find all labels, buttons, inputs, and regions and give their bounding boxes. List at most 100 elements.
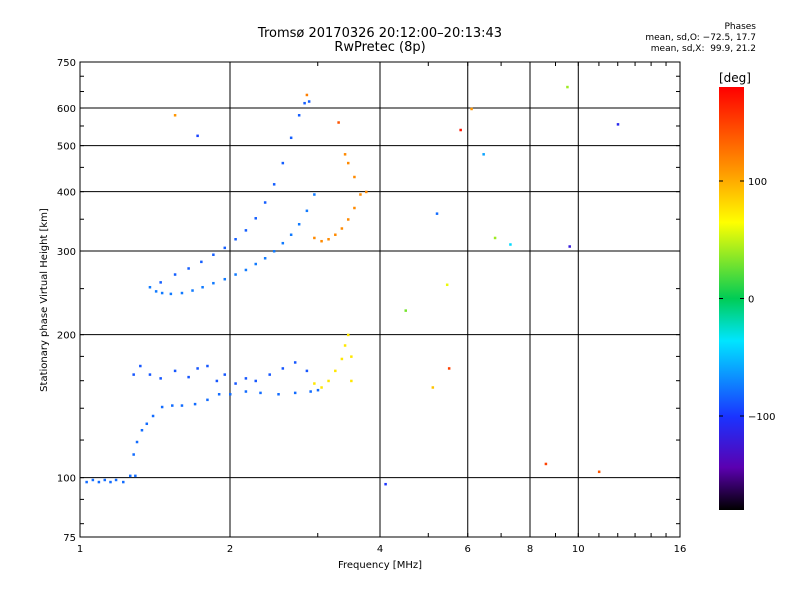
data-point (215, 379, 219, 383)
data-point (289, 233, 293, 237)
data-point (254, 262, 257, 266)
data-point (200, 260, 203, 264)
data-point (346, 333, 350, 337)
data-point (180, 291, 184, 295)
data-point (435, 212, 439, 215)
data-point (223, 246, 227, 250)
data-point (445, 283, 449, 287)
data-point (289, 136, 293, 140)
y-tick-label: 400 (57, 188, 76, 199)
data-point (459, 128, 462, 132)
phases-heading: Phases (724, 22, 756, 32)
data-point (313, 382, 316, 385)
data-point (447, 367, 451, 370)
data-point (493, 236, 497, 240)
x-tick-label: 10 (572, 544, 585, 555)
data-point (277, 393, 280, 396)
colorbar-gradient (719, 87, 744, 510)
x-tick-label: 1 (77, 544, 83, 555)
data-point (297, 114, 301, 117)
data-point (350, 355, 353, 358)
data-point (180, 404, 184, 407)
data-point (193, 402, 197, 406)
data-point (114, 478, 118, 482)
data-point (187, 267, 190, 270)
data-point (160, 405, 164, 409)
data-point (244, 390, 248, 393)
data-point (340, 227, 344, 230)
data-point (97, 480, 101, 484)
y-tick-label: 300 (57, 247, 76, 258)
data-point (346, 161, 350, 165)
data-point (359, 193, 362, 196)
data-point (259, 391, 262, 395)
data-point (316, 388, 320, 392)
data-point (305, 93, 309, 97)
colorbar: [deg] 100 0 −100 (719, 71, 775, 510)
data-point (337, 121, 340, 124)
data-point (173, 369, 177, 373)
data-point (313, 193, 316, 196)
data-point (191, 289, 194, 292)
data-point (281, 161, 285, 165)
data-point (244, 377, 248, 380)
x-tick-label: 6 (465, 544, 471, 555)
data-point (346, 218, 350, 221)
data-point (223, 277, 227, 281)
data-point (334, 233, 337, 237)
grid-lines (80, 62, 680, 537)
data-point (159, 281, 162, 284)
data-point (268, 373, 271, 376)
data-point (281, 367, 285, 370)
data-point (482, 153, 485, 156)
data-point (597, 470, 601, 474)
data-point (103, 478, 107, 482)
data-point (353, 206, 356, 210)
data-point (509, 243, 512, 246)
data-point (135, 440, 139, 444)
data-point (293, 391, 297, 395)
data-point (431, 386, 435, 389)
x-tick-label: 2 (227, 544, 233, 555)
data-point (171, 404, 174, 407)
data-point (470, 107, 473, 111)
data-point (206, 364, 209, 368)
data-point (234, 382, 237, 385)
data-point (145, 422, 149, 426)
data-point (132, 453, 135, 456)
y-tick-label: 750 (57, 58, 76, 69)
data-point (616, 123, 620, 126)
data-point (307, 100, 311, 103)
data-point (122, 480, 125, 484)
data-point (343, 153, 347, 156)
chart-title: Tromsø 20170326 20:12:00–20:13:43 (257, 26, 503, 41)
data-point (244, 268, 248, 272)
data-point (234, 238, 237, 241)
colorbar-tick-label: 100 (748, 177, 767, 188)
data-point (196, 367, 199, 370)
data-point (343, 344, 347, 347)
data-point (320, 239, 323, 243)
data-point (91, 478, 95, 482)
x-tick-label: 8 (527, 544, 533, 555)
y-axis-label: Stationary phase Virtual Height [km] (39, 208, 50, 392)
y-tick-label: 100 (57, 474, 76, 485)
y-tick-label: 500 (57, 142, 76, 153)
data-point (297, 222, 301, 226)
colorbar-tick-label: −100 (748, 412, 775, 423)
data-point (223, 373, 227, 376)
x-tick-label: 4 (377, 544, 383, 555)
data-point (159, 377, 162, 380)
data-points (85, 85, 620, 486)
phase-stats-x: mean, sd,X: 99.9, 21.2 (650, 44, 756, 54)
data-point (305, 209, 309, 213)
data-point (303, 101, 306, 105)
data-point (139, 364, 142, 368)
colorbar-label: [deg] (719, 71, 751, 85)
data-point (272, 183, 276, 186)
colorbar-tick-label: 0 (748, 295, 754, 306)
y-tick-label: 600 (57, 104, 76, 115)
data-point (196, 134, 199, 138)
data-point (384, 482, 387, 486)
